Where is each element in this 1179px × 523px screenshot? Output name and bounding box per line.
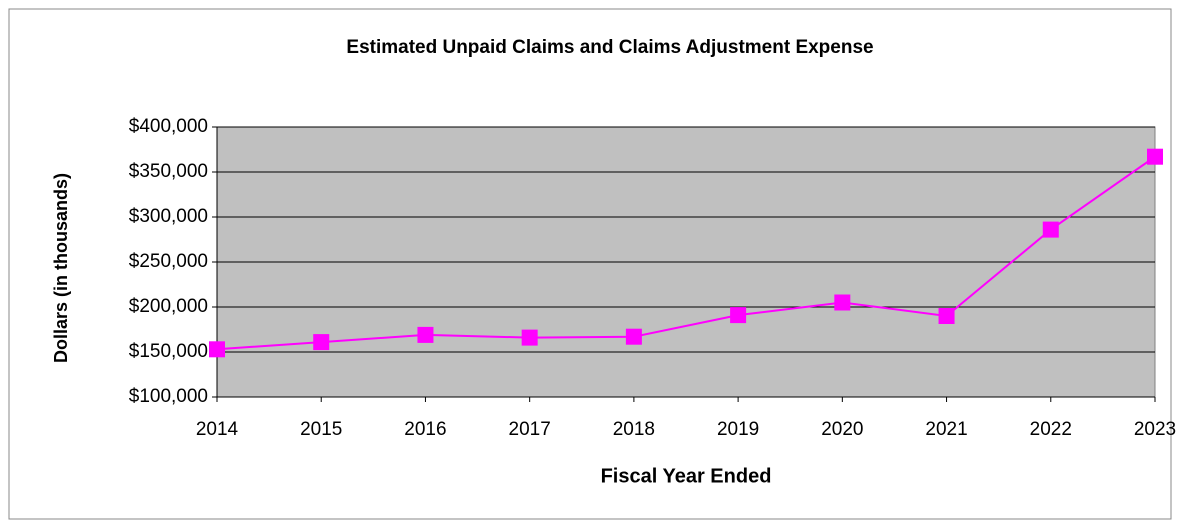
data-point	[521, 329, 538, 346]
data-point	[834, 294, 851, 311]
x-tick-label: 2018	[613, 419, 655, 440]
y-tick-label: $300,000	[129, 206, 208, 227]
data-point	[417, 326, 434, 343]
y-tick-label: $100,000	[129, 386, 208, 407]
data-point	[938, 308, 955, 324]
y-tick-label: $350,000	[129, 161, 208, 182]
x-tick-label: 2023	[1134, 419, 1176, 440]
data-point	[1147, 148, 1163, 165]
data-point	[1042, 221, 1059, 238]
x-tick-label: 2019	[717, 419, 759, 440]
x-tick-label: 2022	[1030, 419, 1072, 440]
data-point	[625, 328, 642, 345]
x-tick-label: 2020	[821, 419, 863, 440]
x-tick-label: 2014	[196, 419, 239, 440]
y-tick-label: $400,000	[129, 116, 208, 137]
x-tick-label: 2016	[404, 419, 446, 440]
y-tick-label: $250,000	[129, 251, 208, 272]
data-point	[730, 307, 747, 324]
data-point	[313, 334, 330, 351]
x-tick-label: 2015	[300, 419, 342, 440]
series-line	[216, 155, 1156, 351]
data-point	[209, 341, 225, 358]
y-axis-label: Dollars (in thousands)	[51, 173, 71, 363]
x-tick-label: 2021	[925, 419, 967, 440]
y-tick-label: $150,000	[129, 341, 208, 362]
y-tick-label: $200,000	[129, 296, 208, 317]
chart-title: Estimated Unpaid Claims and Claims Adjus…	[346, 37, 873, 58]
x-axis-label: Fiscal Year Ended	[601, 465, 772, 487]
x-tick-label: 2017	[509, 419, 551, 440]
